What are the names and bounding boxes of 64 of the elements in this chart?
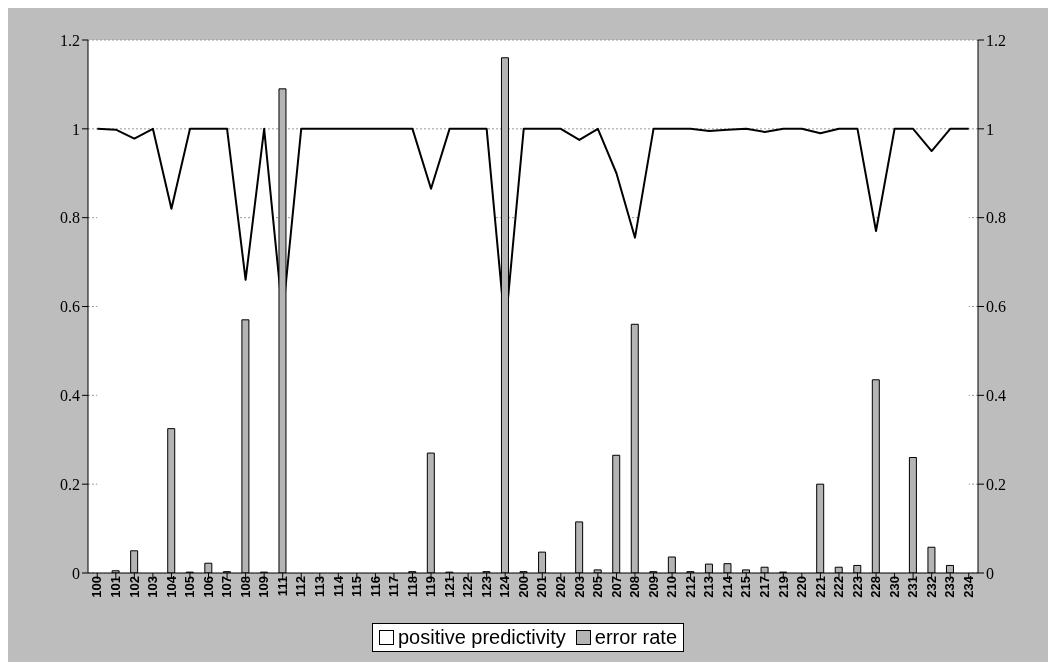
x-tick-label: 212 (682, 576, 698, 598)
x-tick-label: 205 (590, 576, 606, 598)
x-tick-label: 111 (274, 576, 290, 597)
x-tick-label: 221 (812, 576, 828, 598)
y-tick-label: 0.4 (60, 387, 80, 405)
y-tick-label: 0.6 (60, 298, 80, 316)
x-tick-label: 202 (553, 576, 569, 598)
y2-tick-label: 0 (986, 564, 994, 582)
x-tick-label: 200 (515, 576, 531, 598)
x-tick-label: 232 (923, 576, 939, 598)
x-tick-label: 117 (386, 576, 402, 597)
x-tick-label: 124 (497, 575, 513, 598)
x-tick-label: 220 (794, 576, 810, 598)
x-tick-label: 121 (441, 576, 457, 598)
x-tick-label: 201 (534, 576, 550, 598)
x-tick-label: 233 (942, 576, 958, 598)
x-tick-label: 102 (126, 576, 142, 598)
x-tick-label: 116 (367, 576, 383, 597)
y-tick-label: 0.2 (60, 475, 80, 493)
x-tick-label: 114 (330, 575, 346, 597)
x-tick-label: 118 (404, 576, 420, 597)
x-tick-label: 100 (89, 576, 105, 598)
x-tick-label: 210 (664, 576, 680, 598)
y-tick-label: 0.8 (60, 209, 80, 227)
x-tick-label: 228 (868, 576, 884, 598)
y2-tick-label: 1.2 (986, 31, 1006, 49)
x-tick-label: 113 (312, 576, 327, 597)
x-tick-label: 101 (108, 576, 124, 598)
legend-label: error rate (594, 626, 678, 649)
x-tick-label: 105 (182, 576, 198, 598)
y-tick-label: 1 (72, 120, 80, 138)
x-tick-label: 103 (145, 576, 161, 598)
y2-tick-label: 1 (986, 120, 994, 138)
x-tick-label: 108 (237, 576, 253, 598)
x-tick-label: 107 (219, 576, 235, 598)
x-tick-label: 203 (571, 576, 587, 598)
x-tick-label: 115 (349, 576, 365, 597)
x-tick-label: 219 (775, 576, 791, 598)
x-tick-label: 214 (719, 575, 735, 598)
x-tick-label: 112 (293, 576, 309, 597)
x-tick-label: 222 (831, 576, 847, 598)
x-tick-label: 234 (960, 575, 976, 598)
y-tick-label: 1.2 (60, 31, 80, 49)
x-tick-label: 106 (200, 576, 216, 598)
x-tick-label: 104 (163, 575, 179, 598)
x-tick-label: 217 (757, 576, 772, 598)
x-tick-label: 109 (256, 576, 272, 598)
y2-tick-label: 0.2 (986, 475, 1006, 493)
x-tick-label: 215 (738, 576, 754, 598)
y2-tick-label: 0.6 (986, 298, 1006, 316)
y2-tick-label: 0.8 (986, 209, 1006, 227)
x-tick-label: 119 (423, 576, 439, 597)
x-tick-label: 230 (886, 576, 902, 598)
x-tick-label: 123 (478, 576, 494, 598)
y2-tick-label: 0.4 (986, 387, 1006, 405)
y-tick-label: 0 (72, 564, 80, 582)
x-tick-label: 231 (905, 576, 921, 598)
x-tick-label: 209 (645, 576, 661, 598)
legend-label: positive predictivity (397, 626, 566, 649)
x-tick-label: 213 (701, 576, 717, 598)
x-tick-label: 207 (608, 576, 624, 598)
x-tick-label: 208 (627, 576, 643, 598)
x-tick-label: 223 (849, 576, 865, 598)
x-tick-label: 122 (460, 576, 476, 598)
